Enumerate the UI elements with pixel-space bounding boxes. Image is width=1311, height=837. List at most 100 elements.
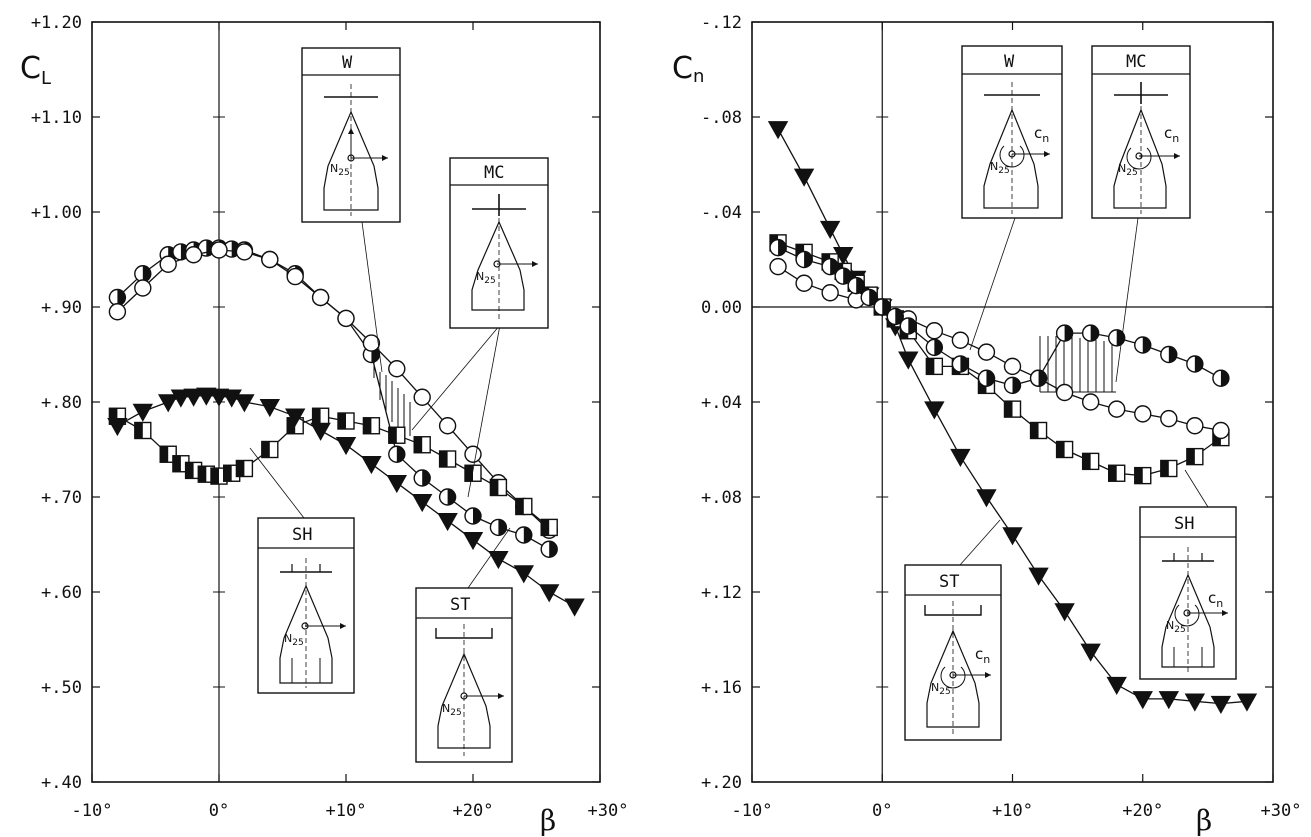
- left-triangle-filled-point: [310, 422, 331, 441]
- inset-sh-yaw-planform: SH cn N25: [1139, 506, 1237, 680]
- right-x-axis-label: β: [1196, 804, 1212, 837]
- right-circle-open-point: [1212, 421, 1230, 440]
- right-series-circle-open-line: [777, 266, 1222, 432]
- inset-w-yaw-cn: cn: [1034, 124, 1049, 145]
- right-circle-open-point: [1055, 383, 1074, 402]
- right-circle-open-point: [1081, 393, 1100, 411]
- right-triangle-filled-point: [1132, 691, 1153, 710]
- right-x-tick-label: +30°: [1261, 801, 1302, 821]
- left-y-tick-label: +1.10: [31, 108, 82, 128]
- left-y-tick-label: +.90: [41, 298, 82, 318]
- right-circle-half-point: [951, 355, 970, 373]
- left-circle-open-point: [362, 334, 381, 352]
- right-circle-open-point: [795, 274, 813, 292]
- left-circle-half-point: [413, 469, 431, 487]
- right-square-half-point: [1186, 447, 1204, 466]
- right-y-tick-label: +.04: [701, 393, 742, 413]
- right-y-tick-label: +.16: [701, 678, 742, 698]
- inset-sh-title: SH: [292, 525, 312, 545]
- left-triangle-filled-point: [564, 598, 585, 617]
- right-circle-half-point: [925, 338, 944, 357]
- left-square-half-point: [515, 497, 533, 516]
- left-circle-half-point: [134, 265, 152, 283]
- left-leader-lines: [249, 221, 511, 589]
- right-circle-half-point: [1055, 324, 1074, 342]
- left-triangle-filled-point: [437, 513, 458, 532]
- right-square-half-point: [1160, 459, 1178, 478]
- left-x-tick-label: +30°: [588, 801, 629, 821]
- left-triangle-filled-point: [183, 388, 204, 407]
- right-square-half-point: [1003, 400, 1022, 418]
- inset-sh-planform: SH N25: [257, 517, 355, 694]
- left-triangle-filled-point: [386, 475, 407, 494]
- right-circle-half-point: [899, 317, 917, 335]
- left-circle-open-point: [388, 360, 406, 378]
- right-square-half-point: [1134, 466, 1152, 485]
- left-square-half-point: [261, 440, 279, 459]
- inset-mc-yaw-cn: cn: [1164, 124, 1179, 145]
- left-triangle-filled-point: [539, 584, 560, 603]
- right-circle-half-point: [834, 267, 852, 285]
- right-y-tick-label: -.04: [701, 203, 742, 223]
- left-square-half-point: [362, 417, 381, 435]
- lift-coefficient-chart: +1.20 +1.10 +1.00 +.90 +.80 +.70 +.60 +.50 +.40 -…: [20, 13, 628, 837]
- right-circle-open-point: [1160, 409, 1178, 428]
- right-circle-half-point: [847, 276, 865, 295]
- right-y-tick-label: -.08: [701, 108, 742, 128]
- left-y-tick-label: +1.20: [31, 13, 82, 33]
- right-triangle-filled-point: [950, 448, 971, 468]
- right-y-tick-label: +.12: [701, 583, 742, 603]
- left-square-half-point: [464, 464, 482, 482]
- left-square-half-point: [438, 450, 457, 468]
- right-circle-open-point: [821, 284, 839, 302]
- left-square-half-point: [337, 412, 355, 430]
- right-circle-half-point: [1003, 376, 1022, 395]
- right-circle-half-point: [1186, 355, 1204, 373]
- left-circle-half-point: [108, 288, 127, 307]
- left-triangle-filled-point: [107, 418, 128, 437]
- inset-mc-yaw-title: MC: [1126, 52, 1146, 72]
- right-square-half-point: [1107, 464, 1126, 482]
- inset-mc-title: MC: [484, 163, 504, 183]
- inset-st-yaw-title: ST: [939, 572, 959, 592]
- inset-w-title: W: [342, 53, 353, 73]
- inset-mc-yaw-planform: MC cn N25: [1091, 45, 1191, 219]
- right-circle-open-point: [1107, 400, 1126, 418]
- inset-w-n25: N25: [330, 162, 350, 178]
- left-series-triangle-filled-line: [117, 394, 575, 607]
- left-circle-open-point: [438, 417, 457, 435]
- left-circle-open-point: [235, 243, 254, 261]
- right-circle-open-point: [1003, 357, 1022, 376]
- left-square-half-point: [311, 407, 330, 425]
- right-square-half-point: [1029, 421, 1048, 440]
- right-triangle-filled-point: [924, 401, 945, 420]
- right-y-tick-label: -.12: [701, 13, 742, 33]
- left-triangle-filled-point: [158, 394, 179, 413]
- left-square-half-point: [235, 459, 254, 478]
- left-triangle-filled-point: [170, 389, 192, 408]
- right-axes: -.12 -.08 -.04 0.00 +.04 +.08 +.12 +.16 +.20 -10°…: [701, 13, 1301, 821]
- right-circle-open-point: [1186, 417, 1204, 435]
- left-square-half-point: [388, 426, 406, 444]
- right-circle-half-point: [1212, 369, 1230, 387]
- left-circle-open-point: [159, 255, 177, 273]
- right-circle-half-point: [1029, 369, 1048, 387]
- right-triangle-filled-point: [793, 168, 815, 187]
- left-triangle-filled-point: [132, 403, 153, 422]
- left-triangle-filled-point: [196, 387, 217, 406]
- right-x-tick-label: +20°: [1122, 801, 1163, 821]
- right-leader-lines: [959, 217, 1209, 566]
- left-circle-half-point: [489, 518, 508, 537]
- left-circle-open-point: [134, 279, 152, 297]
- inset-mc-n25: N25: [476, 270, 496, 286]
- right-circle-half-point: [1081, 324, 1100, 342]
- left-triangle-filled-point: [259, 399, 280, 418]
- inset-mc-yaw-n25: N25: [1118, 162, 1138, 178]
- left-series-group: [107, 239, 585, 617]
- right-circle-half-point: [977, 369, 996, 387]
- inset-st-n25: N25: [442, 702, 462, 718]
- right-y-tick-label: +.20: [701, 773, 742, 793]
- left-triangle-filled-point: [234, 394, 255, 413]
- left-circle-open-point: [464, 445, 482, 463]
- left-x-tick-label: -10°: [72, 801, 113, 821]
